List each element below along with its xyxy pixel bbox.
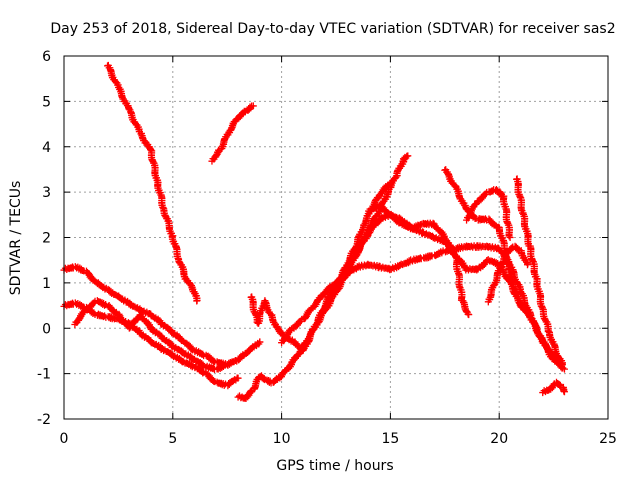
data-marker bbox=[375, 208, 383, 216]
y-tick-label: 4 bbox=[42, 140, 51, 156]
y-tick-label: 0 bbox=[42, 321, 51, 337]
data-series-track-1 bbox=[104, 61, 201, 305]
x-tick-label: 0 bbox=[60, 431, 69, 447]
data-point-track-13-6 bbox=[523, 261, 531, 269]
data-point-track-1-11 bbox=[193, 297, 201, 305]
data-layer bbox=[60, 61, 568, 402]
data-point-track-2-5 bbox=[249, 102, 257, 110]
data-point-track-14-7 bbox=[558, 361, 566, 369]
data-point-track-7-17 bbox=[386, 179, 394, 187]
data-series-track-15 bbox=[539, 378, 568, 397]
data-point-track-4-16 bbox=[234, 374, 242, 382]
x-tick-label: 5 bbox=[168, 431, 177, 447]
y-tick-label: 3 bbox=[42, 185, 51, 201]
data-point-track-9-14 bbox=[465, 311, 473, 319]
data-marker bbox=[392, 173, 400, 181]
y-tick-label: -2 bbox=[37, 412, 51, 428]
data-series-track-10 bbox=[365, 201, 525, 310]
data-series-track-12 bbox=[463, 186, 514, 241]
data-marker bbox=[354, 249, 362, 257]
chart-title: Day 253 of 2018, Sidereal Day-to-day VTE… bbox=[50, 21, 615, 37]
x-tick-label: 10 bbox=[273, 431, 291, 447]
data-marker bbox=[554, 353, 562, 361]
data-point-track-6-19 bbox=[404, 152, 412, 160]
data-marker bbox=[308, 327, 316, 335]
data-point-track-3-18 bbox=[256, 338, 264, 346]
data-series-track-9 bbox=[321, 210, 473, 319]
x-axis-label: GPS time / hours bbox=[276, 458, 393, 474]
data-series-track-13 bbox=[484, 242, 532, 306]
data-point-track-11-12 bbox=[560, 365, 568, 373]
x-tick-label: 15 bbox=[381, 431, 399, 447]
y-axis-label: SDTVAR / TECUs bbox=[8, 181, 24, 296]
tick-layer: 0 5 10 15 20 25 -2 -1 0 1 2 3 4 5 6 bbox=[37, 49, 617, 447]
data-series-track-5 bbox=[71, 297, 231, 374]
data-series-track-3 bbox=[60, 263, 264, 369]
y-tick-label: 2 bbox=[42, 231, 51, 247]
data-marker bbox=[505, 232, 513, 240]
y-tick-label: 6 bbox=[42, 49, 51, 65]
y-tick-label: -1 bbox=[37, 367, 51, 383]
y-tick-label: 5 bbox=[42, 94, 51, 110]
data-point-track-12-6 bbox=[506, 234, 514, 241]
data-marker bbox=[246, 103, 254, 111]
data-marker bbox=[101, 312, 109, 320]
x-tick-label: 25 bbox=[599, 431, 617, 447]
data-series-track-2 bbox=[208, 102, 257, 165]
x-tick-label: 20 bbox=[490, 431, 508, 447]
data-series-track-11 bbox=[441, 166, 568, 373]
data-marker bbox=[199, 350, 207, 358]
data-point-track-15-4 bbox=[560, 388, 568, 396]
data-series-track-14 bbox=[513, 175, 566, 369]
data-point-track-5-14 bbox=[223, 361, 231, 369]
y-tick-label: 1 bbox=[42, 276, 51, 292]
